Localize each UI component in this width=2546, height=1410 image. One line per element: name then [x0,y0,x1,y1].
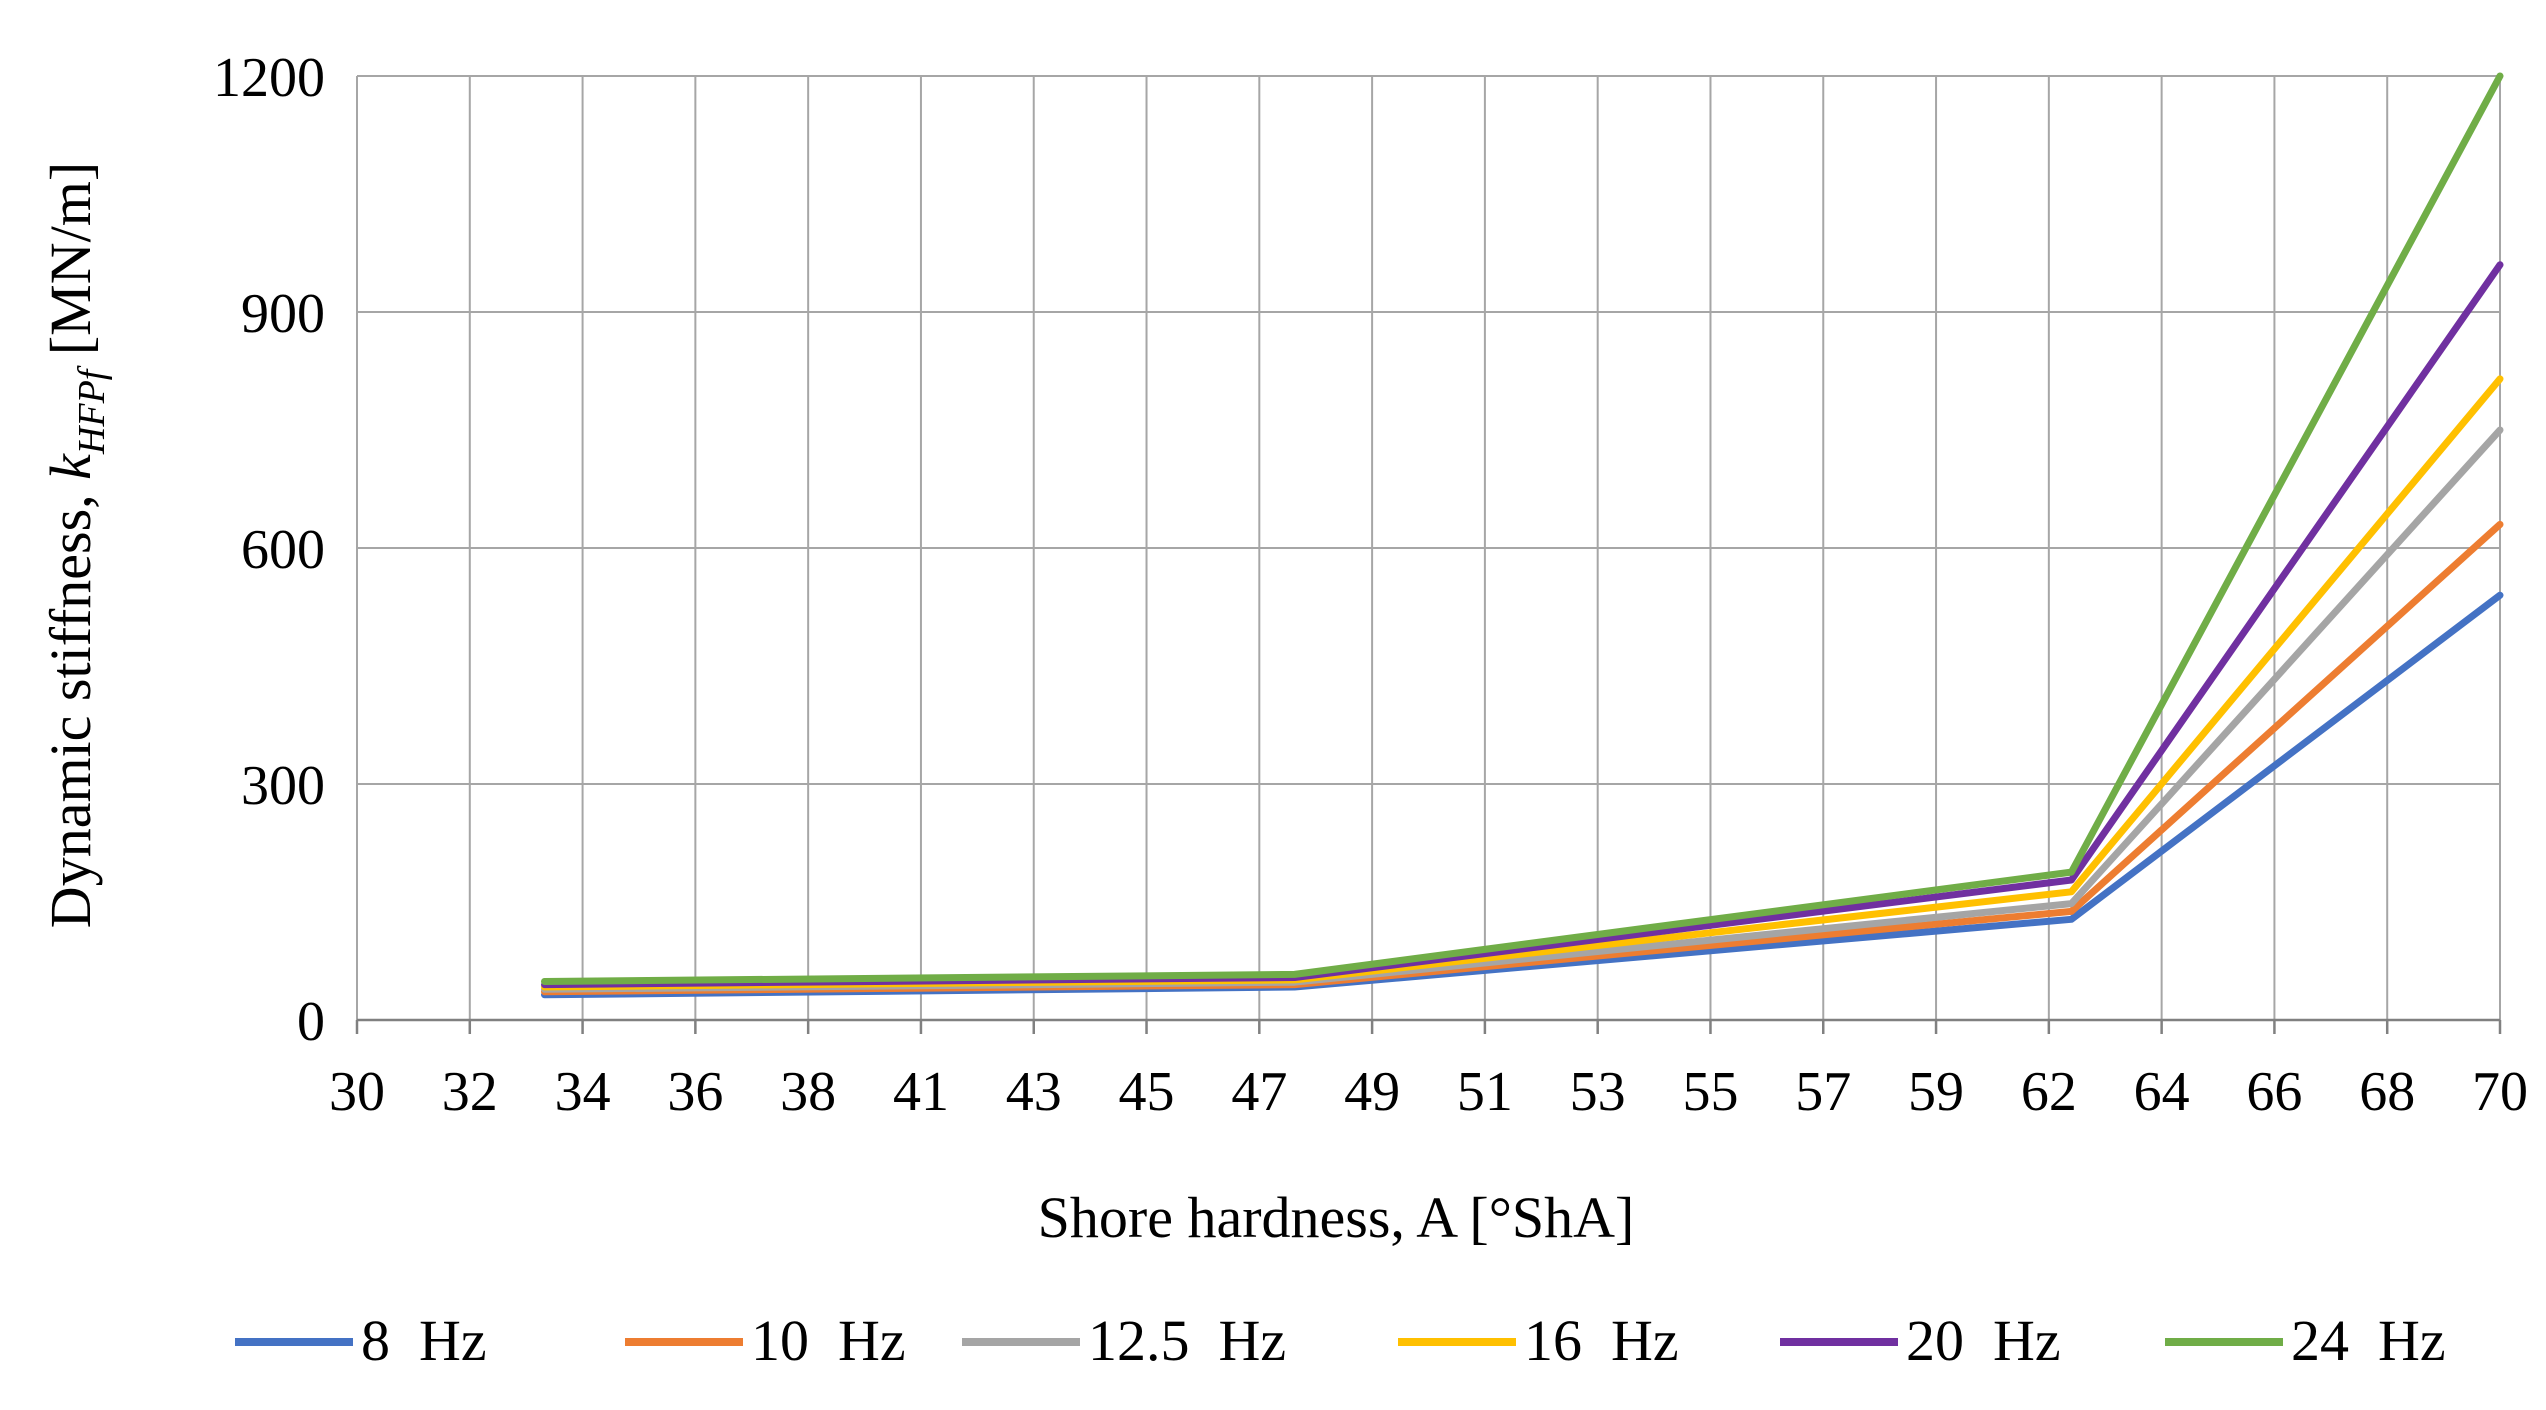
grid [356,75,2501,1020]
y-tick-label: 300 [241,755,325,817]
x-tick-label: 70 [2472,1061,2528,1123]
x-tick-label: 57 [1795,1061,1851,1123]
x-tick-label: 41 [893,1061,949,1123]
legend-label: 16 Hz [1524,1308,1679,1373]
x-tick-label: 59 [1908,1061,1964,1123]
legend-label: 20 Hz [1906,1308,2061,1373]
x-tick-label: 38 [780,1061,836,1123]
x-tick-label: 36 [667,1061,723,1123]
x-tick-label: 53 [1570,1061,1626,1123]
y-tick-label: 1200 [213,47,325,109]
y-axis-title-unit: [MN/m] [38,162,103,370]
x-tick-label: 32 [442,1061,498,1123]
x-tick-label: 62 [2021,1061,2077,1123]
x-tick-label: 45 [1119,1061,1175,1123]
x-axis-title: Shore hardness, A [°ShA] [1038,1185,1635,1250]
y-axis-title-main: Dynamic stiffness, [38,480,103,928]
y-axis-title: Dynamic stiffness, kHFPf [MN/m] [38,162,113,928]
y-tick-label: 900 [241,283,325,345]
x-tick-label: 30 [329,1061,385,1123]
y-axis-title-symbol: k [38,453,103,480]
x-tick-label: 51 [1457,1061,1513,1123]
series-line [541,591,2504,999]
x-tick-label: 34 [555,1061,611,1123]
tick-labels: 0 300 600 900 1200 30 32 34 36 38 41 43 45 47 49 51 53 55… [213,47,2528,1123]
axes [355,1018,2502,1034]
legend: 8 Hz 10 Hz 12.5 Hz 16 Hz 20 Hz 24 Hz [235,1308,2446,1373]
x-tick-label: 47 [1231,1061,1287,1123]
legend-label: 10 Hz [751,1308,906,1373]
x-tick-label: 49 [1344,1061,1400,1123]
y-tick-label: 600 [241,519,325,581]
y-tick-label: 0 [297,991,325,1053]
x-tick-label: 64 [2134,1061,2190,1123]
x-tick-label: 43 [1006,1061,1062,1123]
legend-label: 8 Hz [361,1308,487,1373]
x-tick-label: 55 [1682,1061,1738,1123]
series-line [541,426,2504,993]
series-line [541,72,2504,985]
legend-label: 24 Hz [2291,1308,2446,1373]
y-axis-title-subscript: HFPf [71,365,113,455]
legend-label: 12.5 Hz [1088,1308,1286,1373]
series-group [541,72,2504,999]
x-tick-label: 68 [2359,1061,2415,1123]
x-tick-label: 66 [2246,1061,2302,1123]
